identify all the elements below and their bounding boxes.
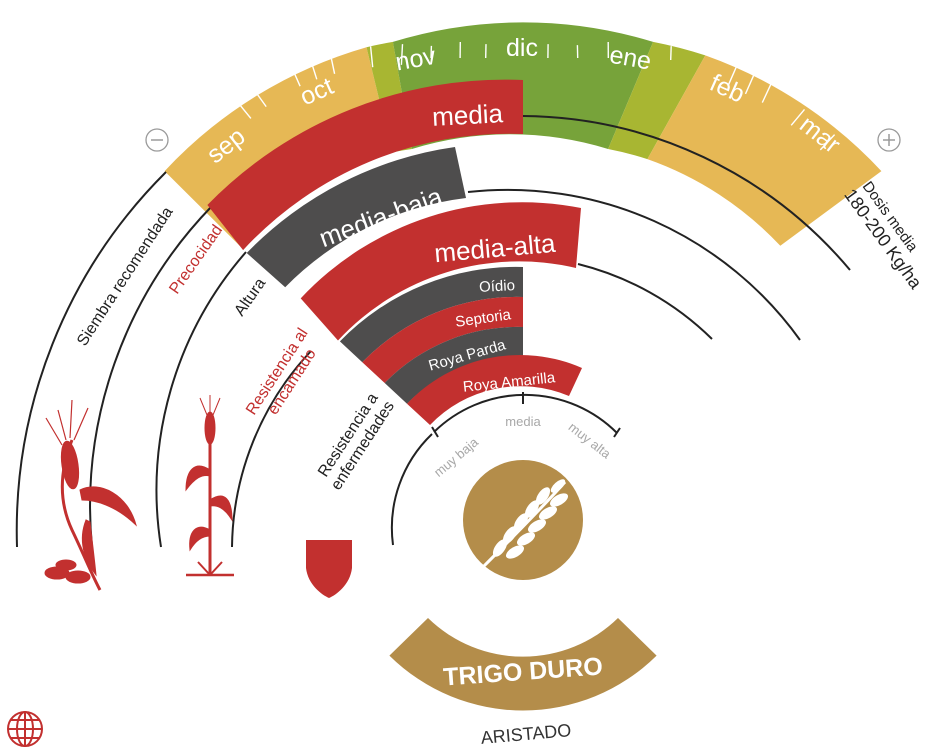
- scale-min-icon: [146, 129, 168, 151]
- scale-max-icon: [878, 129, 900, 151]
- scale-label-media: media: [505, 414, 541, 429]
- wheat-plant-icon: [186, 395, 234, 575]
- label-encamado: Resistencia al encamado: [243, 325, 327, 428]
- shield-icon: [306, 540, 352, 598]
- rating-precocidad: media: [431, 98, 504, 132]
- wheat-seed-icon: [45, 400, 136, 590]
- scale-label-muy-alta: muy alta: [566, 419, 615, 462]
- dose-label: Dosis media 180-200 Kg/ha: [840, 175, 937, 293]
- scale-label-muy-baja: muy baja: [431, 434, 482, 480]
- product-type: ARISTADO: [480, 720, 572, 748]
- label-precocidad: Precocidad: [166, 222, 226, 297]
- label-altura: Altura: [231, 275, 269, 319]
- disease-label-oidio: Oídio: [479, 277, 516, 296]
- month-label-dic: dic: [506, 34, 538, 62]
- label-siembra: Siembra recomendada: [74, 204, 176, 349]
- wheat-ear-seal-icon: [463, 460, 583, 580]
- label-enfermedades: Resistencia a enfermedades: [313, 388, 398, 493]
- ring-enfermedades: [392, 434, 432, 545]
- globe-icon[interactable]: [8, 712, 42, 746]
